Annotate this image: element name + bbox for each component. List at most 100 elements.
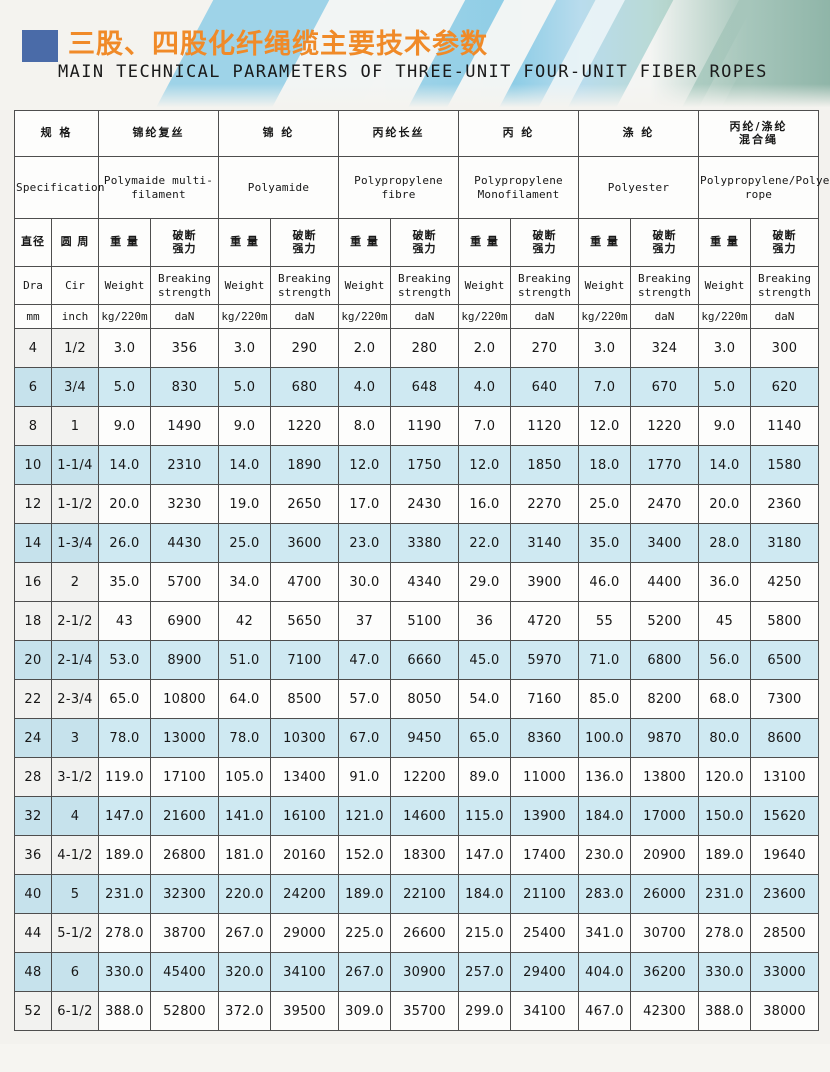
cell-weight-2: 220.0 xyxy=(218,874,271,914)
cell-breaking-strength-1: 45400 xyxy=(150,952,219,992)
decorative-header-background xyxy=(0,0,830,110)
cell-breaking-strength-5: 13800 xyxy=(630,757,699,797)
page-title-english: MAIN TECHNICAL PARAMETERS OF THREE-UNIT … xyxy=(58,62,768,82)
cell-weight-5: 100.0 xyxy=(578,718,631,758)
unit-weight-2: kg/220m xyxy=(218,304,271,329)
cell-breaking-strength-5: 5200 xyxy=(630,601,699,641)
cell-breaking-strength-5: 3400 xyxy=(630,523,699,563)
cell-breaking-strength-4: 1120 xyxy=(510,406,579,446)
cell-breaking-strength-6: 6500 xyxy=(750,640,819,680)
cell-breaking-strength-5: 30700 xyxy=(630,913,699,953)
cell-breaking-strength-3: 18300 xyxy=(390,835,459,875)
cell-weight-4: 22.0 xyxy=(458,523,511,563)
subheader-cn-weight-2: 重 量 xyxy=(218,218,271,267)
cell-weight-5: 341.0 xyxy=(578,913,631,953)
cell-weight-6: 5.0 xyxy=(698,367,751,407)
subheader-en-weight-1: Weight xyxy=(98,266,151,305)
cell-weight-2: 181.0 xyxy=(218,835,271,875)
cell-breaking-strength-6: 5800 xyxy=(750,601,819,641)
cell-weight-3: 309.0 xyxy=(338,991,391,1031)
cell-weight-3: 30.0 xyxy=(338,562,391,602)
cell-breaking-strength-1: 38700 xyxy=(150,913,219,953)
subheader-cn-diameter: 直径 xyxy=(14,218,52,267)
table-row: 22 2-3/4 65.0 10800 64.0 8500 57.0 8050 54.0 7160… xyxy=(14,679,819,719)
cell-weight-5: 55 xyxy=(578,601,631,641)
cell-weight-3: 4.0 xyxy=(338,367,391,407)
spec-table-wrapper: 规 格 锦纶复丝 锦 纶 丙纶长丝 丙 纶 涤 纶 丙纶/涤纶 混合绳 Speci… xyxy=(14,110,830,1031)
cell-weight-3: 17.0 xyxy=(338,484,391,524)
cell-breaking-strength-3: 26600 xyxy=(390,913,459,953)
cell-breaking-strength-1: 3230 xyxy=(150,484,219,524)
group-en-mixed-rope: Polypropylene/Polyester/Mixed rope xyxy=(698,156,830,219)
cell-weight-6: 330.0 xyxy=(698,952,751,992)
group-cn-polyamide-multifilament: 锦纶复丝 xyxy=(98,110,219,157)
cell-weight-3: 2.0 xyxy=(338,328,391,368)
cell-breaking-strength-1: 13000 xyxy=(150,718,219,758)
unit-breaking-5: daN xyxy=(630,304,699,329)
cell-weight-2: 320.0 xyxy=(218,952,271,992)
cell-weight-5: 7.0 xyxy=(578,367,631,407)
table-row: 32 4 147.0 21600 141.0 16100 121.0 14600 115.0 13… xyxy=(14,796,819,836)
cell-breaking-strength-5: 2470 xyxy=(630,484,699,524)
subheader-en-breaking-3: Breaking strength xyxy=(390,266,459,305)
cell-weight-2: 42 xyxy=(218,601,271,641)
cell-breaking-strength-1: 2310 xyxy=(150,445,219,485)
cell-diameter: 22 xyxy=(14,679,52,719)
cell-weight-6: 14.0 xyxy=(698,445,751,485)
cell-breaking-strength-4: 34100 xyxy=(510,991,579,1031)
cell-breaking-strength-5: 36200 xyxy=(630,952,699,992)
group-cn-mixed-rope: 丙纶/涤纶 混合绳 xyxy=(698,110,819,157)
unit-breaking-1: daN xyxy=(150,304,219,329)
cell-breaking-strength-2: 5650 xyxy=(270,601,339,641)
subheader-cn-breaking-5: 破断 强力 xyxy=(630,218,699,267)
cell-breaking-strength-4: 13900 xyxy=(510,796,579,836)
cell-breaking-strength-5: 9870 xyxy=(630,718,699,758)
table-row: 6 3/4 5.0 830 5.0 680 4.0 648 4.0 640 7.0 670 5.0 620 xyxy=(14,367,819,407)
cell-circumference: 5 xyxy=(51,874,99,914)
cell-weight-3: 267.0 xyxy=(338,952,391,992)
cell-diameter: 16 xyxy=(14,562,52,602)
cell-weight-6: 68.0 xyxy=(698,679,751,719)
cell-diameter: 18 xyxy=(14,601,52,641)
cell-weight-1: 20.0 xyxy=(98,484,151,524)
cell-breaking-strength-2: 4700 xyxy=(270,562,339,602)
cell-breaking-strength-4: 8360 xyxy=(510,718,579,758)
group-en-polyester: Polyester xyxy=(578,156,699,219)
page-bottom-margin xyxy=(0,1044,830,1072)
unit-breaking-6: daN xyxy=(750,304,819,329)
cell-weight-5: 85.0 xyxy=(578,679,631,719)
cell-weight-1: 3.0 xyxy=(98,328,151,368)
subheader-en-breaking-5: Breaking strength xyxy=(630,266,699,305)
cell-circumference: 3/4 xyxy=(51,367,99,407)
subheader-en-weight-3: Weight xyxy=(338,266,391,305)
cell-breaking-strength-3: 2430 xyxy=(390,484,459,524)
cell-weight-1: 231.0 xyxy=(98,874,151,914)
cell-weight-6: 120.0 xyxy=(698,757,751,797)
cell-breaking-strength-2: 1220 xyxy=(270,406,339,446)
cell-weight-4: 45.0 xyxy=(458,640,511,680)
group-en-polyamide: Polyamide xyxy=(218,156,339,219)
cell-weight-1: 119.0 xyxy=(98,757,151,797)
cell-breaking-strength-1: 830 xyxy=(150,367,219,407)
subheader-en-weight-2: Weight xyxy=(218,266,271,305)
unit-breaking-3: daN xyxy=(390,304,459,329)
cell-breaking-strength-4: 17400 xyxy=(510,835,579,875)
table-row: 4 1/2 3.0 356 3.0 290 2.0 280 2.0 270 3.0 324 3.0 300 xyxy=(14,328,819,368)
cell-weight-2: 267.0 xyxy=(218,913,271,953)
cell-weight-3: 189.0 xyxy=(338,874,391,914)
cell-diameter: 8 xyxy=(14,406,52,446)
table-row: 16 2 35.0 5700 34.0 4700 30.0 4340 29.0 3900 46.0 4… xyxy=(14,562,819,602)
cell-weight-3: 47.0 xyxy=(338,640,391,680)
cell-circumference: 1-3/4 xyxy=(51,523,99,563)
cell-breaking-strength-5: 20900 xyxy=(630,835,699,875)
unit-weight-4: kg/220m xyxy=(458,304,511,329)
cell-weight-1: 43 xyxy=(98,601,151,641)
cell-weight-4: 7.0 xyxy=(458,406,511,446)
cell-breaking-strength-1: 356 xyxy=(150,328,219,368)
cell-weight-1: 14.0 xyxy=(98,445,151,485)
cell-breaking-strength-6: 28500 xyxy=(750,913,819,953)
subheader-cn-breaking-1: 破断 强力 xyxy=(150,218,219,267)
cell-breaking-strength-3: 1750 xyxy=(390,445,459,485)
cell-weight-3: 12.0 xyxy=(338,445,391,485)
cell-circumference: 1-1/4 xyxy=(51,445,99,485)
